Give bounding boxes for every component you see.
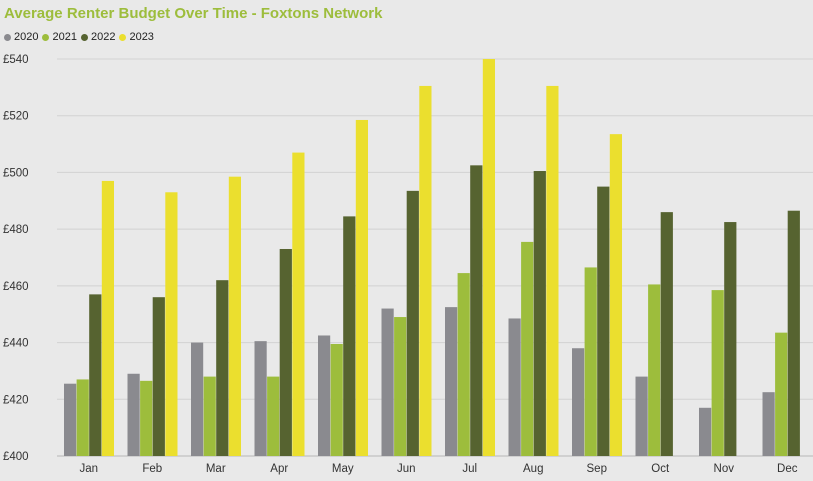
bar-2022-may [343, 216, 356, 456]
bar-2021-may [330, 343, 343, 456]
legend-label-2022: 2022 [90, 31, 116, 43]
legend-label-2021: 2021 [52, 31, 77, 43]
bar-2020-dec [762, 392, 775, 456]
bar-2021-jul [457, 273, 470, 456]
bar-2021-sep [584, 267, 597, 456]
x-tick-label-jan: Jan [79, 463, 98, 475]
bar-2022-oct [660, 212, 673, 456]
bar-2020-apr [254, 341, 267, 456]
legend-item-2023: 2023 [119, 31, 154, 43]
legend-swatch-2022 [80, 33, 88, 41]
bar-2021-feb [140, 380, 153, 456]
bar-2023-aug [546, 85, 559, 457]
legend-swatch-2020 [4, 33, 11, 41]
x-tick-label-oct: Oct [651, 463, 670, 475]
x-tick-label-sep: Sep [587, 463, 607, 475]
bar-2021-oct [648, 284, 661, 456]
x-tick-label-may: May [332, 463, 354, 475]
bar-2023-jan [101, 180, 114, 456]
legend-label-2023: 2023 [129, 31, 154, 43]
bar-2023-jun [419, 85, 432, 457]
x-tick-label-apr: Apr [270, 463, 288, 475]
bar-2022-jan [89, 294, 102, 456]
bar-2020-jan [64, 383, 77, 456]
x-tick-label-nov: Nov [714, 463, 735, 475]
x-tick-label-dec: Dec [777, 463, 798, 475]
legend: 2020 2021 2022 2023 [4, 31, 158, 43]
bar-2022-sep [597, 186, 610, 456]
bar-2020-mar [191, 342, 204, 456]
legend-item-2020: 2020 [4, 31, 38, 43]
legend-swatch-2021 [42, 33, 50, 41]
bar-2022-jul [470, 165, 483, 456]
bar-2020-nov [699, 407, 712, 456]
bar-2021-jun [394, 317, 407, 456]
bar-2020-feb [127, 373, 140, 456]
bar-2022-feb [152, 297, 165, 456]
bar-2022-apr [279, 248, 292, 456]
bar-2022-dec [787, 210, 800, 456]
bar-2020-jun [381, 308, 394, 456]
legend-swatch-2023 [119, 33, 127, 41]
bar-2021-aug [521, 241, 534, 456]
bar-2021-jan [76, 379, 89, 456]
y-tick-label: £500 [3, 167, 29, 179]
bar-2020-aug [508, 318, 521, 456]
y-tick-label: £420 [3, 394, 29, 406]
x-tick-label-aug: Aug [523, 463, 543, 475]
legend-item-2021: 2021 [42, 31, 77, 43]
bar-2022-mar [216, 280, 229, 456]
bar-2020-sep [572, 348, 585, 456]
bar-2020-oct [635, 376, 648, 456]
bar-2022-aug [533, 171, 546, 456]
bar-2022-jun [406, 190, 419, 456]
y-tick-label: £400 [3, 451, 29, 463]
bar-2021-dec [775, 332, 788, 456]
x-tick-label-feb: Feb [142, 463, 162, 475]
chart-title: Average Renter Budget Over Time - Foxton… [4, 5, 383, 22]
y-tick-label: £480 [3, 224, 29, 236]
x-tick-label-mar: Mar [206, 463, 226, 475]
legend-label-2020: 2020 [14, 31, 39, 43]
bar-2020-jul [445, 307, 458, 456]
bar-2023-sep [609, 134, 622, 456]
bar-2023-jul [482, 59, 495, 456]
x-tick-label-jul: Jul [462, 463, 477, 475]
bar-2023-may [355, 119, 368, 456]
bar-2023-feb [165, 192, 178, 456]
x-tick-label-jun: Jun [397, 463, 416, 475]
bar-2021-nov [711, 290, 724, 456]
bar-2021-apr [267, 376, 280, 456]
y-tick-label: £460 [3, 281, 29, 293]
bar-2022-nov [724, 222, 737, 456]
legend-item-2022: 2022 [80, 31, 116, 43]
y-tick-label: £540 [3, 54, 29, 66]
bar-2020-may [318, 335, 331, 456]
y-tick-label: £440 [3, 338, 29, 350]
bar-2023-mar [228, 176, 241, 457]
bar-2023-apr [292, 152, 305, 457]
bar-2021-mar [203, 376, 216, 456]
y-tick-label: £520 [3, 111, 29, 123]
